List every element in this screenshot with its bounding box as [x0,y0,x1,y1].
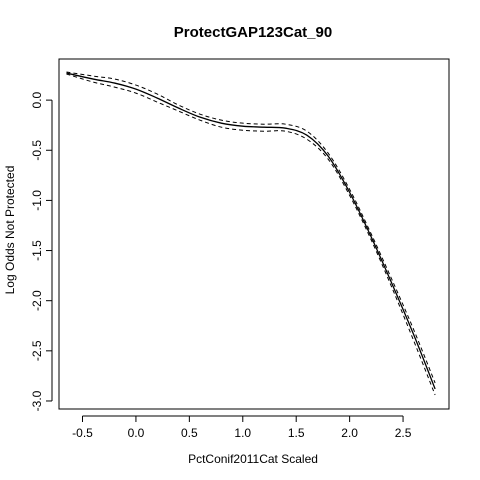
x-tick-label: 1.5 [288,426,305,440]
x-axis: -0.5 0.0 0.5 1.0 1.5 2.0 2.5 [72,415,412,440]
plot-frame [58,58,450,410]
y-tick-label: -1.0 [30,190,44,211]
confidence-band-line [66,73,436,396]
series-layer [66,71,436,396]
y-tick-label: -1.5 [30,240,44,261]
confidence-band-line [66,71,436,384]
fitted-line [66,72,436,390]
x-tick-label: 0.0 [128,426,145,440]
y-axis-label: Log Odds Not Protected [3,166,17,295]
y-tick-label: -2.5 [30,340,44,361]
chart-title: ProtectGAP123Cat_90 [174,24,332,41]
y-axis: 0.0 -0.5 -1.0 -1.5 -2.0 -2.5 -3.0 [30,91,53,411]
y-tick-label: 0.0 [30,91,44,108]
x-tick-label: 1.0 [234,426,251,440]
y-tick-label: -0.5 [30,140,44,161]
x-axis-label: PctConif2011Cat Scaled [188,452,318,466]
x-tick-label: 0.5 [181,426,198,440]
x-tick-label: 2.5 [395,426,412,440]
y-tick-label: -3.0 [30,390,44,411]
x-tick-label: -0.5 [72,426,93,440]
x-tick-label: 2.0 [341,426,358,440]
y-tick-label: -2.0 [30,290,44,311]
